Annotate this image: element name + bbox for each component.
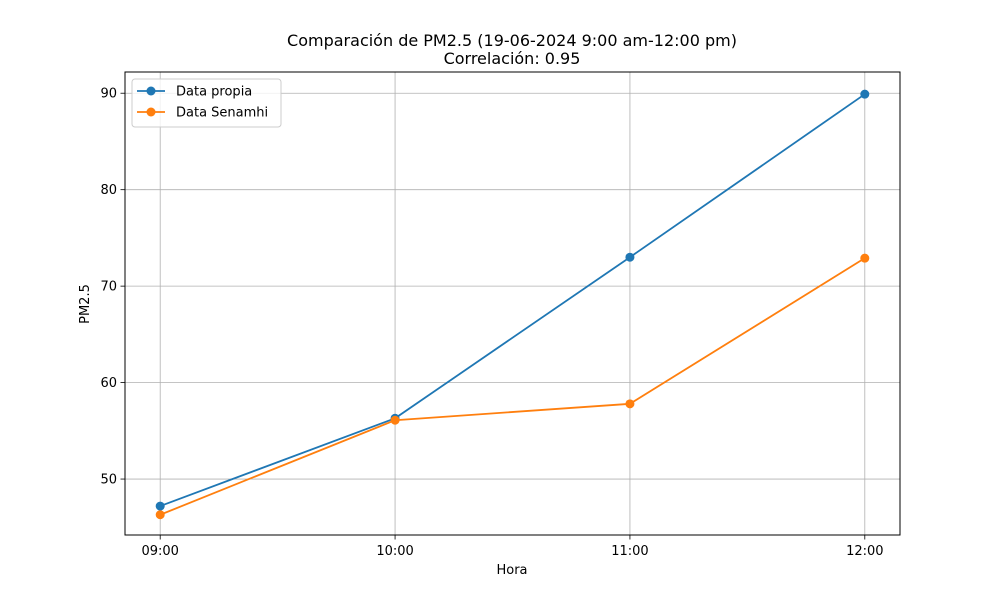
data-point <box>155 510 165 520</box>
data-point <box>860 253 870 263</box>
x-tick-label: 12:00 <box>846 544 883 559</box>
y-tick-label: 60 <box>100 376 117 391</box>
x-tick-label: 09:00 <box>141 544 178 559</box>
y-ticks: 50 60 70 80 90 <box>100 87 125 488</box>
data-point <box>390 415 400 425</box>
series-line-2 <box>159 257 866 516</box>
x-tick-label: 11:00 <box>611 544 648 559</box>
data-point <box>625 252 635 262</box>
legend-marker <box>146 86 156 96</box>
chart-subtitle: Correlación: 0.95 <box>444 49 581 68</box>
x-tick-label: 10:00 <box>376 544 413 559</box>
x-ticks: 09:00 10:00 11:00 12:00 <box>141 535 884 559</box>
series-layer <box>155 89 870 520</box>
data-point <box>155 501 165 511</box>
y-tick-label: 70 <box>100 280 117 295</box>
chart-title: Comparación de PM2.5 (19-06-2024 9:00 am… <box>287 31 737 50</box>
y-tick-label: 50 <box>100 473 117 488</box>
grid-lines <box>125 72 900 535</box>
legend-label: Data Senamhi <box>176 106 268 121</box>
x-axis-label: Hora <box>496 563 527 578</box>
data-point <box>625 399 635 409</box>
series-line-1 <box>159 93 866 507</box>
legend-box <box>131 78 282 128</box>
y-tick-label: 90 <box>100 87 117 102</box>
plot-frame <box>124 71 901 536</box>
legend-label: Data propia <box>176 85 252 100</box>
data-point <box>860 89 870 99</box>
y-axis-label: PM2.5 <box>78 284 93 324</box>
legend: Data propia Data Senamhi <box>131 78 282 128</box>
legend-marker <box>146 107 156 117</box>
y-tick-label: 80 <box>100 183 117 198</box>
